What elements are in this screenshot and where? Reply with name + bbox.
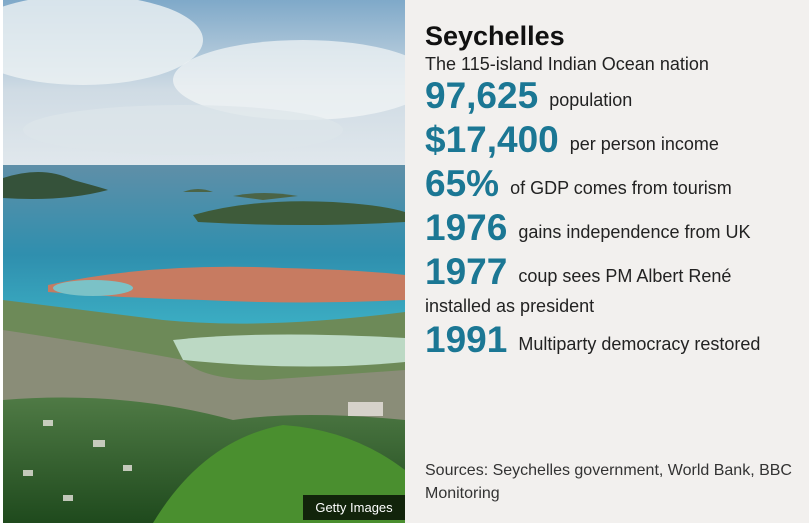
fact-figure: 97,625 (425, 75, 539, 116)
fact-text: per person income (569, 134, 719, 154)
fact-text: gains independence from UK (518, 222, 751, 242)
fact-text: population (549, 90, 633, 110)
fact-figure: $17,400 (425, 119, 559, 160)
fact-panel: Seychelles The 115-island Indian Ocean n… (405, 0, 809, 523)
photo (3, 0, 405, 523)
fact: 65% of GDP comes from tourism (425, 162, 789, 206)
title: Seychelles (425, 21, 565, 51)
fact-figure: 1977 (425, 251, 508, 292)
fact-figure: 65% (425, 163, 500, 204)
fact-figure: 1976 (425, 207, 508, 248)
fact: 1976 gains independence from UK (425, 206, 789, 250)
sources: Sources: Seychelles government, World Ba… (425, 462, 792, 502)
fact-text: Multiparty democracy restored (518, 334, 761, 354)
fact-list: 97,625 population $17,400 per person inco… (425, 74, 789, 362)
fact: $17,400 per person income (425, 118, 789, 162)
fact: 1991 Multiparty democracy restored (425, 318, 789, 362)
subtitle: The 115-island Indian Ocean nation (425, 54, 709, 74)
photo-credit: Getty Images (303, 495, 405, 520)
fact: 1977 coup sees PM Albert René installed … (425, 250, 789, 318)
fact-text: coup sees PM Albert René installed as pr… (425, 266, 732, 316)
fact: 97,625 population (425, 74, 789, 118)
fact-text: of GDP comes from tourism (510, 178, 732, 198)
fact-figure: 1991 (425, 319, 508, 360)
